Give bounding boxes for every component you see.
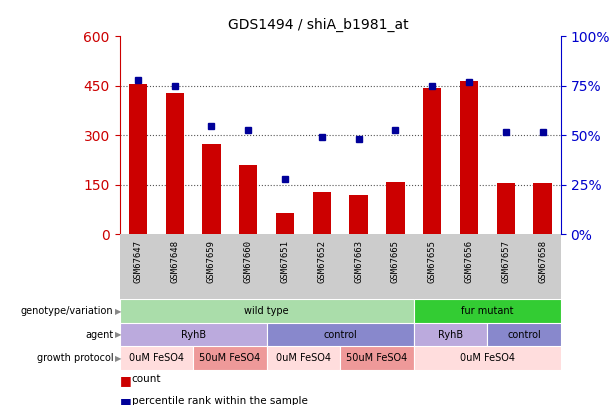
Text: GSM67647: GSM67647 (134, 240, 142, 283)
Bar (239, 165, 257, 234)
Text: percentile rank within the sample: percentile rank within the sample (132, 396, 308, 405)
Bar (386, 182, 405, 234)
Text: RyhB: RyhB (438, 330, 463, 340)
Text: growth protocol: growth protocol (37, 353, 113, 363)
Bar (120, 347, 193, 370)
Text: 50uM FeSO4: 50uM FeSO4 (199, 353, 261, 363)
Bar (202, 144, 221, 234)
Text: GSM67660: GSM67660 (244, 240, 253, 283)
Text: GDS1494 / shiA_b1981_at: GDS1494 / shiA_b1981_at (229, 18, 409, 32)
Text: GSM67665: GSM67665 (391, 240, 400, 283)
Text: GSM67652: GSM67652 (318, 240, 326, 283)
Bar (414, 347, 561, 370)
Bar (313, 192, 331, 234)
Text: agent: agent (85, 330, 113, 340)
Text: GSM67657: GSM67657 (501, 240, 510, 283)
Text: 0uM FeSO4: 0uM FeSO4 (276, 353, 331, 363)
Text: GSM67658: GSM67658 (538, 240, 547, 283)
Text: ▶: ▶ (115, 354, 121, 363)
Text: GSM67656: GSM67656 (465, 240, 473, 283)
Text: GSM67651: GSM67651 (281, 240, 289, 283)
Bar (533, 183, 552, 234)
Text: GSM67659: GSM67659 (207, 240, 216, 283)
Bar (129, 84, 147, 234)
Text: ▶: ▶ (115, 307, 121, 316)
Text: genotype/variation: genotype/variation (21, 306, 113, 316)
Bar (340, 347, 414, 370)
Text: 0uM FeSO4: 0uM FeSO4 (460, 353, 515, 363)
Bar (423, 87, 441, 234)
Text: GSM67663: GSM67663 (354, 240, 363, 283)
Text: ▶: ▶ (115, 330, 121, 339)
Text: 0uM FeSO4: 0uM FeSO4 (129, 353, 184, 363)
Text: control: control (323, 330, 357, 340)
Bar (120, 299, 414, 323)
Bar (487, 323, 561, 347)
Bar (460, 81, 478, 234)
Text: control: control (507, 330, 541, 340)
Bar (497, 183, 515, 234)
Text: count: count (132, 374, 161, 384)
Bar (349, 195, 368, 234)
Bar (276, 213, 294, 234)
Text: RyhB: RyhB (181, 330, 205, 340)
Text: GSM67655: GSM67655 (428, 240, 436, 283)
Bar (267, 347, 340, 370)
Text: 50uM FeSO4: 50uM FeSO4 (346, 353, 408, 363)
Bar (414, 323, 487, 347)
Bar (193, 347, 267, 370)
Bar (120, 323, 267, 347)
Text: wild type: wild type (245, 306, 289, 316)
Text: ■: ■ (120, 374, 131, 387)
Text: GSM67648: GSM67648 (170, 240, 179, 283)
Bar (414, 299, 561, 323)
Bar (166, 93, 184, 234)
Bar (267, 323, 414, 347)
Text: ■: ■ (120, 396, 131, 405)
Text: fur mutant: fur mutant (461, 306, 514, 316)
